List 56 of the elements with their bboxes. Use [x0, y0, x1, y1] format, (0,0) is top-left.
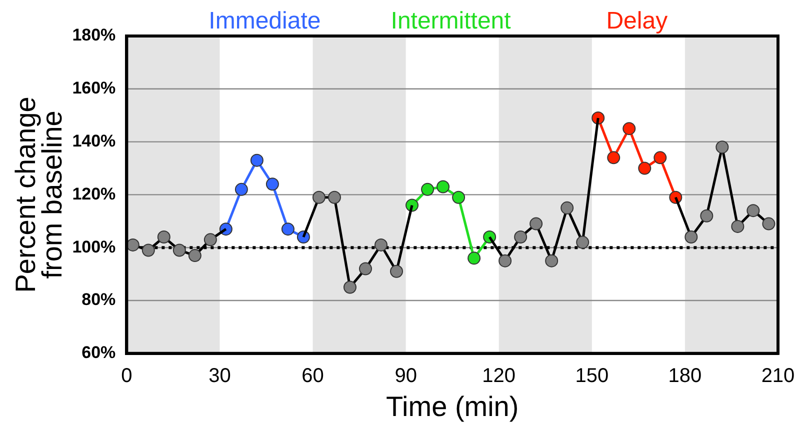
point [328, 190, 341, 204]
point [700, 209, 714, 222]
x-tick-label: 120 [482, 364, 516, 387]
point [436, 180, 450, 194]
point [607, 151, 620, 164]
point [188, 249, 202, 262]
x-tick-label: 150 [575, 364, 609, 387]
text: Intermittent [390, 8, 512, 35]
point [142, 244, 155, 257]
point [498, 254, 512, 268]
x-axis-title: Time (min) [386, 390, 519, 422]
point [421, 182, 434, 196]
x-tick-label: 0 [121, 364, 132, 387]
point [560, 201, 574, 214]
point [746, 204, 760, 218]
point [172, 244, 186, 257]
x-tick-label: 30 [208, 364, 231, 387]
y-tick-label: 100% [72, 237, 116, 256]
point [716, 140, 729, 154]
point [266, 178, 279, 191]
point [622, 122, 636, 136]
point [638, 162, 652, 175]
y-tick-label: 80% [82, 290, 116, 310]
text: Delay [606, 8, 668, 35]
y-axis-title: Percent change from baseline [10, 96, 68, 293]
y-tick-label: 140% [72, 131, 116, 150]
y-tick-label: 160% [72, 78, 116, 98]
point [250, 154, 264, 167]
y-tick-label: 120% [72, 184, 116, 204]
x-tick-label: 60 [302, 364, 324, 387]
point [374, 238, 388, 252]
point [731, 220, 744, 233]
point [684, 230, 698, 244]
x-tick-label: 90 [394, 364, 417, 387]
point [576, 236, 590, 249]
point [530, 217, 543, 230]
x-tick-label: 210 [761, 364, 795, 387]
point [358, 262, 372, 276]
y-tick-label: 60% [82, 343, 116, 362]
point [126, 238, 140, 252]
point [281, 222, 294, 236]
point [514, 230, 528, 244]
point [312, 190, 326, 204]
point [452, 190, 466, 204]
x-tick-label: 180 [668, 364, 702, 387]
y-tick-label: 180% [72, 26, 116, 45]
point [204, 233, 217, 246]
point [545, 254, 558, 268]
point [157, 230, 170, 244]
point [390, 264, 404, 278]
point [343, 280, 356, 294]
point [654, 151, 667, 164]
text: Immediate [208, 8, 321, 35]
point [468, 252, 481, 265]
point [234, 182, 248, 196]
point [762, 217, 776, 230]
